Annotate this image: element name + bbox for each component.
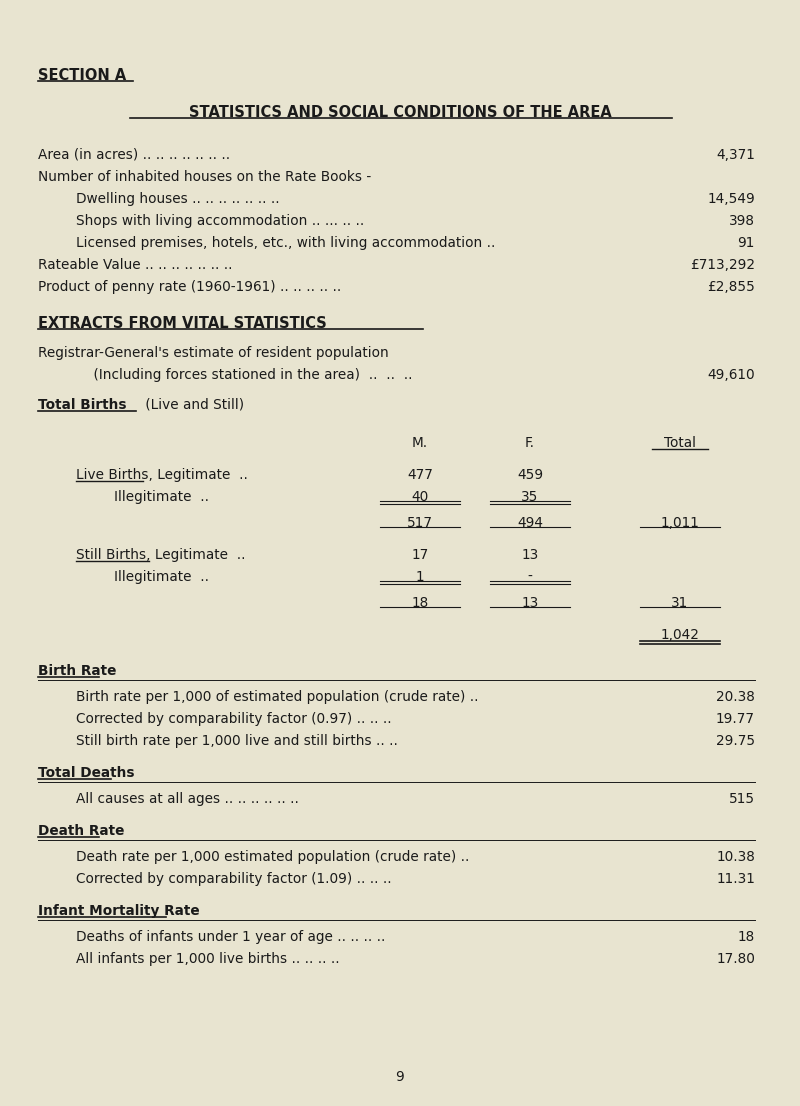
Text: 515: 515: [729, 792, 755, 806]
Text: 13: 13: [522, 547, 538, 562]
Text: Total: Total: [664, 436, 696, 450]
Text: 17.80: 17.80: [716, 952, 755, 966]
Text: 91: 91: [738, 236, 755, 250]
Text: Still birth rate per 1,000 live and still births .. ..: Still birth rate per 1,000 live and stil…: [76, 734, 398, 748]
Text: F.: F.: [525, 436, 535, 450]
Text: Live Births, Legitimate  ..: Live Births, Legitimate ..: [76, 468, 252, 482]
Text: (Live and Still): (Live and Still): [141, 398, 244, 413]
Text: 18: 18: [738, 930, 755, 945]
Text: 20.38: 20.38: [716, 690, 755, 705]
Text: 31: 31: [671, 596, 689, 611]
Text: 17: 17: [411, 547, 429, 562]
Text: 49,610: 49,610: [707, 368, 755, 382]
Text: Infant Mortality Rate: Infant Mortality Rate: [38, 904, 200, 918]
Text: 517: 517: [407, 517, 433, 530]
Text: £2,855: £2,855: [707, 280, 755, 294]
Text: (Including forces stationed in the area)  ..  ..  ..: (Including forces stationed in the area)…: [76, 368, 413, 382]
Text: SECTION A: SECTION A: [38, 67, 126, 83]
Text: All causes at all ages .. .. .. .. .. ..: All causes at all ages .. .. .. .. .. ..: [76, 792, 299, 806]
Text: 40: 40: [411, 490, 429, 504]
Text: Corrected by comparability factor (1.09) .. .. ..: Corrected by comparability factor (1.09)…: [76, 872, 392, 886]
Text: Still Births, Legitimate  ..: Still Births, Legitimate ..: [76, 547, 250, 562]
Text: 459: 459: [517, 468, 543, 482]
Text: 18: 18: [411, 596, 429, 611]
Text: Total Deaths: Total Deaths: [38, 766, 134, 780]
Text: STATISTICS AND SOCIAL CONDITIONS OF THE AREA: STATISTICS AND SOCIAL CONDITIONS OF THE …: [189, 105, 611, 119]
Text: 477: 477: [407, 468, 433, 482]
Text: 1: 1: [416, 570, 424, 584]
Text: Licensed premises, hotels, etc., with living accommodation ..: Licensed premises, hotels, etc., with li…: [76, 236, 495, 250]
Text: Product of penny rate (1960-1961) .. .. .. .. ..: Product of penny rate (1960-1961) .. .. …: [38, 280, 342, 294]
Text: 494: 494: [517, 517, 543, 530]
Text: Death rate per 1,000 estimated population (crude rate) ..: Death rate per 1,000 estimated populatio…: [76, 851, 470, 864]
Text: Rateable Value .. .. .. .. .. .. ..: Rateable Value .. .. .. .. .. .. ..: [38, 258, 233, 272]
Text: Dwelling houses .. .. .. .. .. .. ..: Dwelling houses .. .. .. .. .. .. ..: [76, 192, 280, 206]
Text: Death Rate: Death Rate: [38, 824, 124, 838]
Text: Corrected by comparability factor (0.97) .. .. ..: Corrected by comparability factor (0.97)…: [76, 712, 392, 726]
Text: M.: M.: [412, 436, 428, 450]
Text: Illegitimate  ..: Illegitimate ..: [114, 490, 214, 504]
Text: Registrar-General's estimate of resident population: Registrar-General's estimate of resident…: [38, 346, 389, 359]
Text: EXTRACTS FROM VITAL STATISTICS: EXTRACTS FROM VITAL STATISTICS: [38, 316, 326, 331]
Text: Area (in acres) .. .. .. .. .. .. ..: Area (in acres) .. .. .. .. .. .. ..: [38, 148, 230, 161]
Text: 35: 35: [522, 490, 538, 504]
Text: Shops with living accommodation .. ... .. ..: Shops with living accommodation .. ... .…: [76, 213, 364, 228]
Text: -: -: [527, 570, 533, 584]
Text: Deaths of infants under 1 year of age .. .. .. ..: Deaths of infants under 1 year of age ..…: [76, 930, 386, 945]
Text: 19.77: 19.77: [716, 712, 755, 726]
Text: 1,042: 1,042: [661, 628, 699, 641]
Text: 11.31: 11.31: [716, 872, 755, 886]
Text: All infants per 1,000 live births .. .. .. ..: All infants per 1,000 live births .. .. …: [76, 952, 340, 966]
Text: Illegitimate  ..: Illegitimate ..: [114, 570, 214, 584]
Text: 14,549: 14,549: [707, 192, 755, 206]
Text: Birth Rate: Birth Rate: [38, 664, 116, 678]
Text: 4,371: 4,371: [716, 148, 755, 161]
Text: 13: 13: [522, 596, 538, 611]
Text: £713,292: £713,292: [690, 258, 755, 272]
Text: 10.38: 10.38: [716, 851, 755, 864]
Text: 29.75: 29.75: [716, 734, 755, 748]
Text: 9: 9: [396, 1070, 404, 1084]
Text: Number of inhabited houses on the Rate Books -: Number of inhabited houses on the Rate B…: [38, 170, 371, 184]
Text: Birth rate per 1,000 of estimated population (crude rate) ..: Birth rate per 1,000 of estimated popula…: [76, 690, 478, 705]
Text: 1,011: 1,011: [661, 517, 699, 530]
Text: 398: 398: [729, 213, 755, 228]
Text: Total Births: Total Births: [38, 398, 126, 413]
